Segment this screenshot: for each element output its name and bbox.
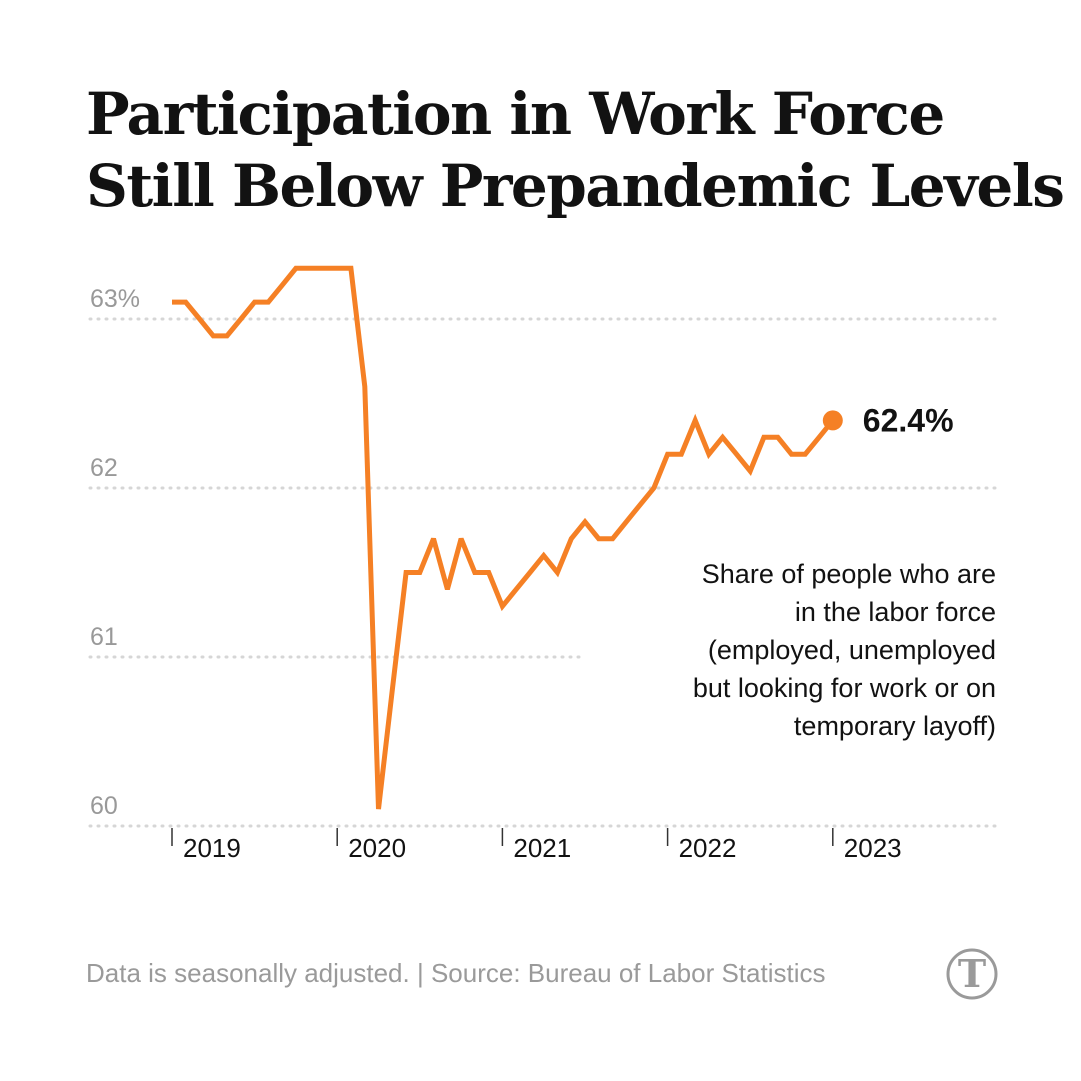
annotation-line: in the labor force xyxy=(795,597,996,627)
x-tick-label: 2021 xyxy=(513,833,571,863)
x-tick-label: 2020 xyxy=(348,833,406,863)
series: 62.4% xyxy=(172,265,954,810)
annotation-line: but looking for work or on xyxy=(693,673,996,703)
end-value-label: 62.4% xyxy=(863,402,954,438)
chart-title: Participation in Work Force Still Below … xyxy=(86,78,1065,222)
x-axis: 2019 2020 2021 2022 2023 xyxy=(171,828,902,863)
y-tick-label: 61 xyxy=(90,623,118,651)
series-line xyxy=(172,265,835,810)
chart-title-line-2: Still Below Prepandemic Levels xyxy=(86,152,1065,220)
end-point-marker xyxy=(822,410,843,431)
y-axis-tick-labels: 60 61 62 63% xyxy=(90,285,140,820)
y-tick-label: 60 xyxy=(90,792,118,820)
y-tick-label: 62 xyxy=(90,454,118,482)
y-tick-label: 63% xyxy=(90,285,140,313)
chart-title-line-1: Participation in Work Force xyxy=(86,80,945,148)
logo-letter: T xyxy=(958,951,986,996)
x-tick-label: 2023 xyxy=(844,833,902,863)
source-note: Data is seasonally adjusted. | Source: B… xyxy=(86,958,826,988)
annotation-line: Share of people who are xyxy=(702,559,996,589)
x-tick-label: 2022 xyxy=(679,833,737,863)
annotation-line: (employed, unemployed xyxy=(708,635,996,665)
nyt-logo-icon: T xyxy=(946,948,998,1000)
annotation-line: temporary layoff) xyxy=(794,711,996,741)
annotations: Share of people who are in the labor forc… xyxy=(693,559,996,741)
x-tick-label: 2019 xyxy=(183,833,241,863)
